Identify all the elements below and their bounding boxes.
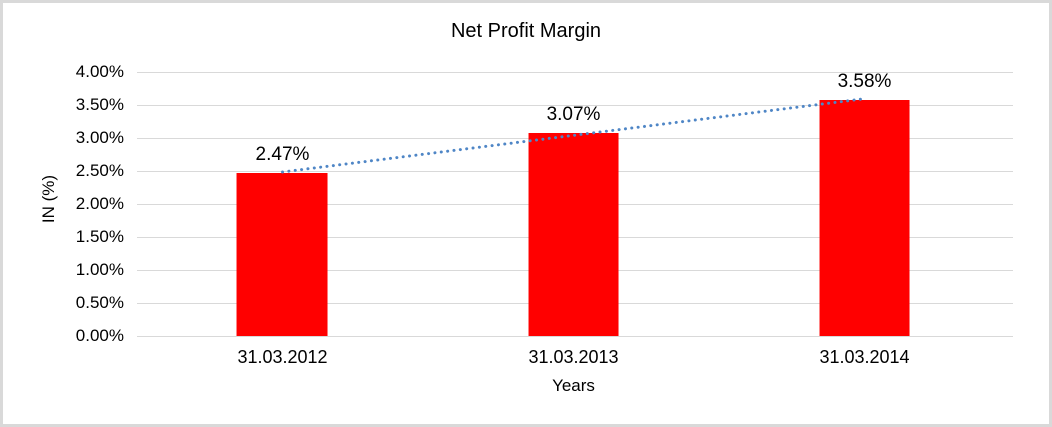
- gridline: [137, 336, 1013, 337]
- x-tick-label: 31.03.2014: [819, 347, 910, 367]
- gridline: [137, 72, 1013, 73]
- y-tick-label: 1.00%: [75, 260, 124, 279]
- x-axis-title: Years: [552, 376, 595, 395]
- bar-data-label: 3.07%: [546, 104, 601, 126]
- trendline: [281, 97, 866, 174]
- y-tick-label: 4.00%: [75, 62, 124, 81]
- y-axis-ticks: 4.00% 3.50% 3.00% 2.50% 2.00% 1.50% 1.00% 0.50%…: [3, 62, 124, 345]
- bar-data-label: 3.58%: [837, 70, 892, 92]
- bar: [528, 133, 619, 336]
- y-tick-label: 0.50%: [75, 293, 124, 312]
- y-tick-label: 0.00%: [75, 326, 124, 345]
- chart-title: Net Profit Margin: [450, 20, 602, 42]
- y-tick-label: 3.50%: [75, 95, 124, 114]
- y-tick-label: 2.00%: [75, 194, 124, 213]
- plot-area: 2.47% 3.07% 3.58%: [137, 70, 1013, 337]
- bar: [819, 99, 910, 336]
- y-tick-label: 2.50%: [75, 161, 124, 180]
- bar-data-label: 2.47%: [255, 143, 310, 165]
- x-tick-label: 31.03.2012: [237, 347, 328, 367]
- y-tick-label: 3.00%: [75, 128, 124, 147]
- x-axis-ticks: 31.03.2012 31.03.2013 31.03.2014: [137, 336, 1010, 367]
- y-tick-label: 1.50%: [75, 227, 124, 246]
- gridline: [137, 105, 1013, 106]
- bar: [237, 172, 328, 336]
- x-tick-label: 31.03.2013: [528, 347, 619, 367]
